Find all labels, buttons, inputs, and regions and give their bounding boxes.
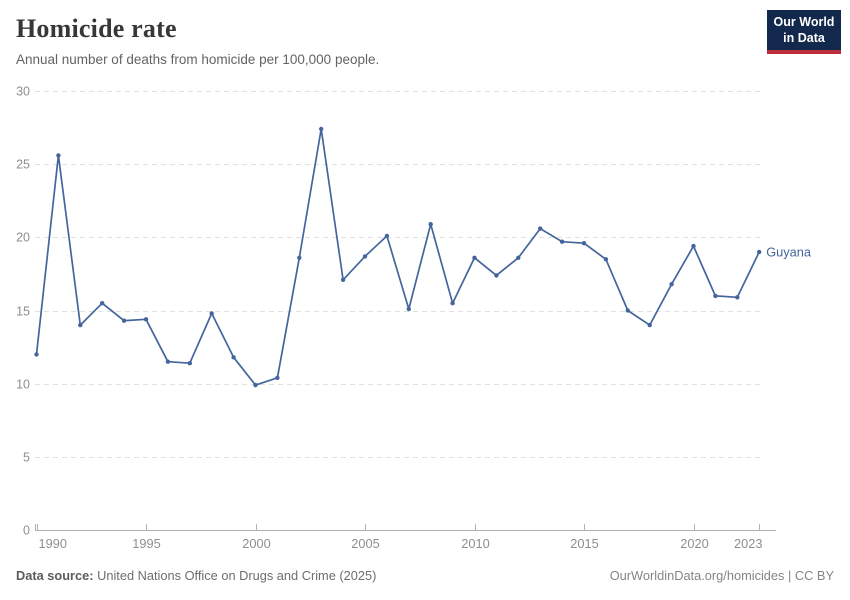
owid-logo[interactable]: Our World in Data bbox=[767, 10, 841, 55]
x-axis-labels: 1990 1995 2000 2005 2010 2015 2020 2023 bbox=[39, 536, 763, 551]
page-subtitle: Annual number of deaths from homicide pe… bbox=[16, 52, 380, 67]
data-point-2000[interactable] bbox=[253, 382, 258, 388]
svg-text:5: 5 bbox=[23, 451, 30, 465]
svg-text:10: 10 bbox=[16, 378, 30, 392]
svg-text:2010: 2010 bbox=[461, 536, 489, 551]
svg-text:0: 0 bbox=[23, 524, 30, 538]
svg-text:2005: 2005 bbox=[351, 536, 379, 551]
data-source-label: Data source: bbox=[16, 568, 94, 583]
data-point-2001[interactable] bbox=[275, 375, 280, 380]
data-point-2009[interactable] bbox=[450, 301, 455, 306]
data-point-2014[interactable] bbox=[559, 239, 565, 244]
data-point-1992[interactable] bbox=[78, 322, 83, 328]
data-point-1997[interactable] bbox=[187, 361, 192, 366]
y-axis-labels: 0 5 10 15 20 25 30 bbox=[16, 85, 30, 538]
svg-text:1990: 1990 bbox=[39, 536, 67, 551]
data-point-1995[interactable] bbox=[143, 317, 149, 322]
svg-text:20: 20 bbox=[16, 231, 30, 245]
data-point-2020[interactable] bbox=[691, 243, 696, 249]
owid-logo-line2: in Data bbox=[783, 30, 825, 45]
data-point-2017[interactable] bbox=[625, 308, 630, 313]
data-point-1996[interactable] bbox=[165, 359, 171, 364]
credit-link[interactable]: OurWorldinData.org/homicides | CC BY bbox=[609, 568, 834, 583]
data-point-2010[interactable] bbox=[472, 255, 477, 260]
data-point-2013[interactable] bbox=[538, 226, 543, 231]
footer: Data source: United Nations Office on Dr… bbox=[16, 568, 834, 583]
data-source-note: Data source: United Nations Office on Dr… bbox=[16, 568, 376, 583]
data-point-2016[interactable] bbox=[603, 257, 609, 262]
data-point-2002[interactable] bbox=[297, 255, 302, 260]
svg-text:2000: 2000 bbox=[242, 536, 270, 551]
data-point-1999[interactable] bbox=[231, 355, 236, 360]
line-series-guyana[interactable] bbox=[34, 126, 762, 388]
data-point-2004[interactable] bbox=[340, 277, 346, 282]
page-title: Homicide rate bbox=[16, 14, 177, 43]
data-point-1994[interactable] bbox=[121, 318, 127, 323]
data-point-1998[interactable] bbox=[209, 311, 214, 316]
series-end-label[interactable]: Guyana bbox=[766, 244, 812, 259]
svg-text:2023: 2023 bbox=[734, 536, 762, 551]
guyana-line[interactable] bbox=[35, 128, 761, 386]
entity-label-guyana[interactable]: Guyana bbox=[766, 244, 812, 259]
y-gridlines bbox=[35, 91, 762, 458]
data-point-2018[interactable] bbox=[647, 322, 652, 328]
data-point-2022[interactable] bbox=[735, 295, 740, 300]
data-point-2019[interactable] bbox=[669, 282, 674, 287]
svg-text:1995: 1995 bbox=[132, 536, 160, 551]
data-point-2007[interactable] bbox=[406, 306, 411, 312]
data-point-2005[interactable] bbox=[362, 254, 368, 259]
data-point-2021[interactable] bbox=[713, 293, 718, 299]
data-point-2015[interactable] bbox=[581, 241, 587, 246]
svg-text:30: 30 bbox=[16, 85, 30, 99]
owid-logo-line1: Our World bbox=[773, 15, 835, 29]
data-point-2023[interactable] bbox=[757, 249, 762, 255]
data-point-1990[interactable] bbox=[34, 352, 39, 357]
data-point-2008[interactable] bbox=[428, 222, 433, 227]
svg-text:15: 15 bbox=[16, 305, 30, 319]
data-point-1991[interactable] bbox=[56, 153, 61, 158]
data-point-2006[interactable] bbox=[384, 233, 390, 239]
x-axis bbox=[35, 524, 776, 531]
data-point-2012[interactable] bbox=[516, 255, 521, 260]
data-point-2011[interactable] bbox=[494, 273, 499, 278]
data-point-2003[interactable] bbox=[319, 126, 324, 132]
data-source-text: United Nations Office on Drugs and Crime… bbox=[93, 568, 377, 583]
svg-text:25: 25 bbox=[16, 158, 30, 172]
svg-text:2015: 2015 bbox=[570, 536, 598, 551]
svg-text:2020: 2020 bbox=[680, 536, 708, 551]
data-point-1993[interactable] bbox=[100, 301, 105, 306]
